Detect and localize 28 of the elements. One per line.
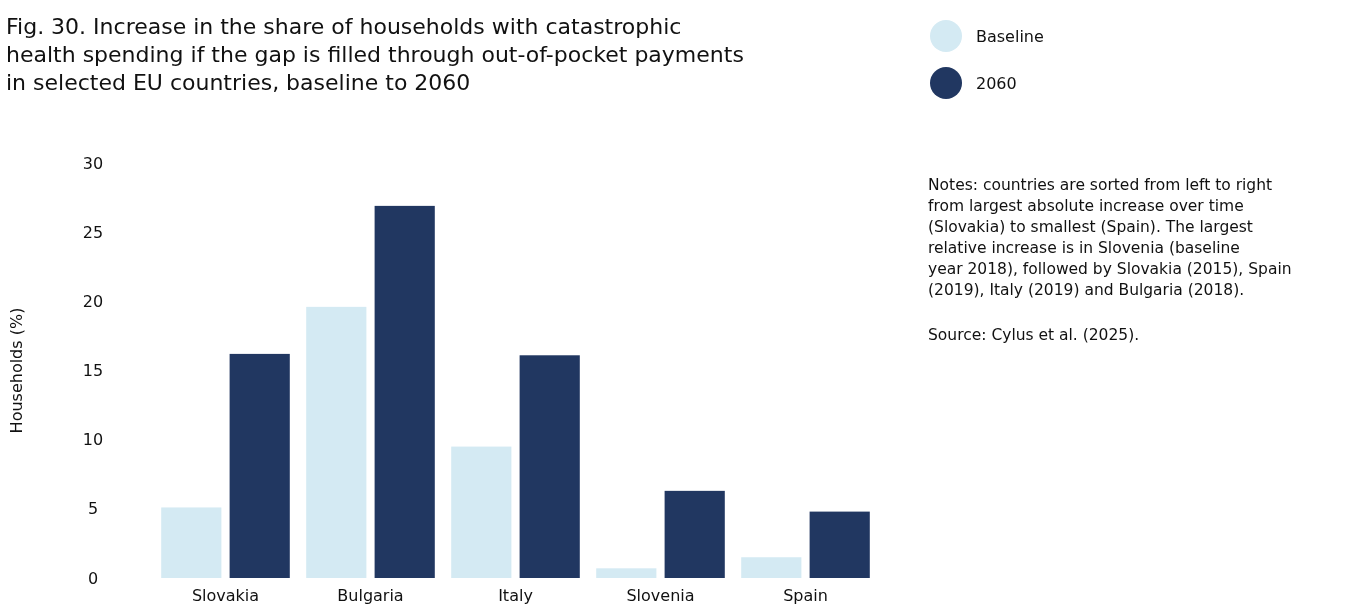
bar	[229, 353, 290, 578]
bar	[809, 511, 870, 578]
y-tick-label: 20	[82, 291, 104, 311]
x-tick-label: Slovakia	[191, 586, 260, 605]
y-tick-label: 5	[87, 499, 99, 519]
x-tick-label: Bulgaria	[337, 586, 404, 605]
y-tick-label: 25	[82, 222, 104, 242]
bar	[306, 306, 367, 578]
bar	[374, 205, 435, 578]
bar	[741, 557, 802, 578]
legend-label: Baseline	[976, 26, 1044, 46]
y-tick-label: 10	[82, 430, 104, 450]
y-axis-title: Households (%)	[7, 307, 26, 434]
text: Notes: countries are sorted from left to right from largest absolute increase over time (Slovakia) to smallest (Spain). The largest relative increase is in Slovenia (baseline year 2018), followed by Slovakia (2015), Spain (2019), Italy (2019) and Bulgaria (2018).	[928, 176, 1292, 299]
bar	[664, 490, 725, 578]
y-tick-label: 15	[82, 361, 104, 381]
bar	[161, 507, 222, 578]
x-tick-label: Spain	[783, 586, 828, 605]
x-tick-label: Slovenia	[626, 586, 695, 605]
chart-title: Fig. 30. Increase in the share of households with catastrophic health spending if the gap is filled through out-of-pocket payments in selected EU countries, baseline to 2060	[6, 14, 744, 95]
y-tick-label: 0	[87, 568, 99, 588]
y-tick-label: 30	[82, 153, 104, 173]
source-note: Source: Cylus et al. (2025).	[928, 326, 1140, 344]
bar	[596, 568, 657, 578]
legend-label: 2060	[976, 73, 1017, 93]
bar	[451, 446, 512, 578]
bar	[519, 355, 580, 578]
x-tick-label: Italy	[498, 586, 533, 605]
